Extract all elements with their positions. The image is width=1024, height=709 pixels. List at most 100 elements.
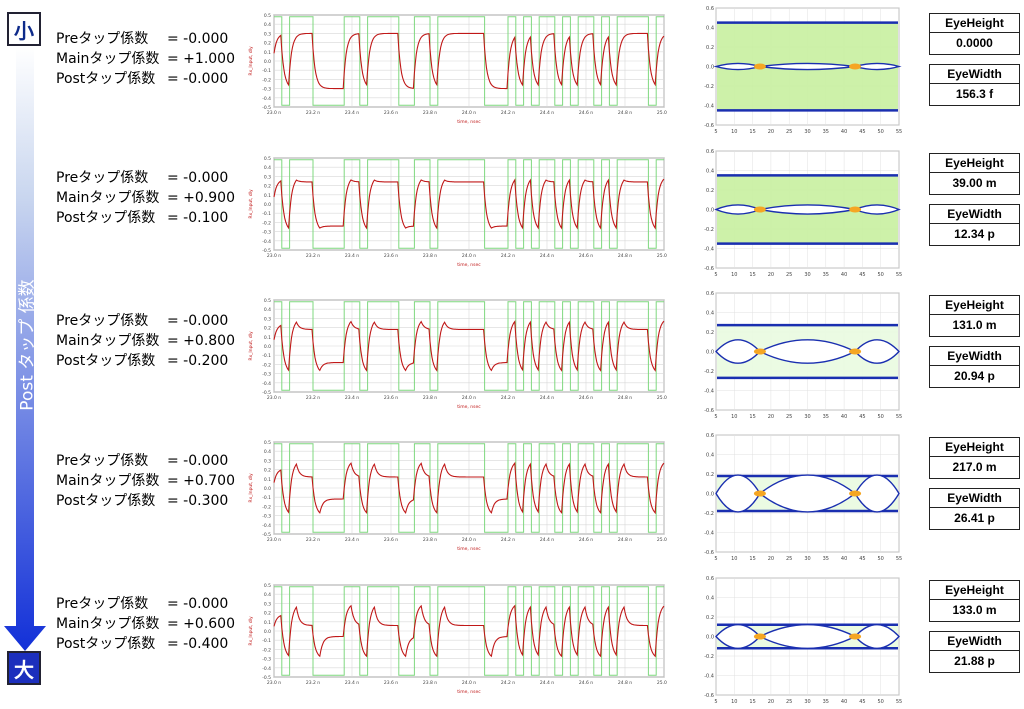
waveform-chart-4: 0.50.40.30.20.10.0-0.1-0.2-0.3-0.4-0.523… — [248, 440, 668, 552]
eye-y-tick: -0.4 — [704, 389, 714, 395]
eye-x-tick: 15 — [749, 414, 755, 420]
eye-x-tick: 20 — [768, 699, 774, 705]
eye-diagram-2: 0.6 0.4 0.2 0.0 -0.2 -0.4 -0.65 10 15 20 25 30 35 40 4… — [704, 149, 902, 278]
y-tick-label: 0.2 — [264, 41, 271, 47]
y-axis-label: Rx_Input, dly — [248, 46, 254, 76]
x-tick-label: 24.6 n — [579, 395, 593, 401]
eye-y-tick: -0.4 — [704, 247, 714, 253]
eye-x-tick: 15 — [749, 129, 755, 135]
eye-y-tick: -0.6 — [704, 693, 714, 699]
y-tick-label: 0.1 — [264, 620, 271, 626]
eye-width-box: EyeWidth 21.88 p — [929, 631, 1020, 673]
x-tick-label: 23.8 n — [423, 537, 437, 543]
eye-x-tick: 40 — [841, 272, 847, 278]
eye-crossing-hotspot — [849, 348, 862, 355]
eye-y-tick: -0.6 — [704, 408, 714, 414]
eye-height-box: EyeHeight 217.0 m — [929, 437, 1020, 479]
eye-y-tick: 0.2 — [706, 188, 714, 194]
eye-x-tick: 40 — [841, 699, 847, 705]
eye-x-tick: 10 — [731, 414, 737, 420]
eye-height-value: 131.0 m — [952, 318, 997, 332]
x-tick-label: 23.4 n — [345, 253, 359, 259]
y-tick-label: 0.2 — [264, 468, 271, 474]
eye-crossing-hotspot — [753, 206, 766, 213]
eye-crossing-hotspot — [753, 633, 766, 640]
x-tick-label: 24.0 n — [462, 253, 476, 259]
eye-x-tick: 10 — [731, 699, 737, 705]
eye-opening — [713, 62, 763, 71]
eye-height-box: EyeHeight 131.0 m — [929, 295, 1020, 337]
eye-y-tick: -0.4 — [704, 104, 714, 110]
x-tick-label: 24.2 n — [501, 680, 515, 686]
post-tap-row: Postタップ係数 = -0.200 — [56, 351, 235, 371]
eye-x-tick: 30 — [804, 272, 810, 278]
x-tick-label: 25.0 n — [657, 253, 668, 259]
eye-x-tick: 35 — [823, 699, 829, 705]
y-axis-label: Rx_Input, dly — [248, 473, 254, 503]
post-tap-label: Postタップ係数 — [56, 71, 156, 87]
y-tick-label: 0.3 — [264, 31, 271, 37]
eye-x-tick: 45 — [859, 699, 865, 705]
x-tick-label: 25.0 n — [657, 537, 668, 543]
main-tap-label: Mainタップ係数 — [56, 616, 160, 632]
post-tap-scale-arrow — [4, 46, 46, 651]
eye-y-tick: -0.4 — [704, 674, 714, 680]
eye-x-tick: 30 — [804, 699, 810, 705]
eye-y-tick: -0.2 — [704, 369, 714, 375]
x-axis-label: time, nsec — [457, 262, 481, 268]
eye-crossing-hotspot — [849, 206, 862, 213]
eye-x-tick: 25 — [786, 556, 792, 562]
x-tick-label: 24.6 n — [579, 253, 593, 259]
x-tick-label: 24.4 n — [540, 680, 554, 686]
y-tick-label: -0.2 — [262, 504, 271, 510]
pre-tap-value: = -0.000 — [167, 31, 229, 47]
main-tap-value: = +0.700 — [167, 473, 235, 489]
y-tick-label: 0.3 — [264, 174, 271, 180]
eye-height-value: 0.0000 — [956, 36, 993, 50]
eye-y-tick: -0.2 — [704, 511, 714, 517]
eye-opening — [853, 204, 901, 215]
eye-height-label: EyeHeight — [930, 154, 1019, 173]
eye-opening — [852, 62, 902, 71]
eye-x-tick: 55 — [896, 414, 902, 420]
eye-diagram-3: 0.6 0.4 0.2 0.0 -0.2 -0.4 -0.65 10 15 20 25 30 35 40 4… — [704, 291, 902, 420]
eye-y-tick: -0.2 — [704, 227, 714, 233]
eye-y-tick: 0.0 — [706, 492, 714, 498]
eye-height-value: 39.00 m — [952, 176, 997, 190]
eye-x-tick: 45 — [859, 272, 865, 278]
x-tick-label: 23.2 n — [306, 680, 320, 686]
tap-coefficients-3: Preタップ係数 = -0.000 Mainタップ係数 = +0.800 Postタップ… — [56, 311, 235, 371]
x-axis-label: time, nsec — [457, 546, 481, 552]
eye-width-box: EyeWidth 12.34 p — [929, 204, 1020, 246]
x-tick-label: 23.8 n — [423, 110, 437, 116]
x-tick-label: 23.6 n — [384, 680, 398, 686]
x-tick-label: 24.6 n — [579, 110, 593, 116]
y-tick-label: 0.1 — [264, 477, 271, 483]
eye-x-tick: 55 — [896, 272, 902, 278]
x-tick-label: 23.4 n — [345, 537, 359, 543]
eye-x-tick: 5 — [714, 556, 717, 562]
eye-height-value: 133.0 m — [952, 603, 997, 617]
eye-width-value: 156.3 f — [955, 87, 994, 101]
eye-x-tick: 20 — [768, 556, 774, 562]
eye-x-tick: 30 — [804, 556, 810, 562]
eye-x-tick: 50 — [878, 129, 884, 135]
eye-x-tick: 35 — [823, 556, 829, 562]
x-tick-label: 24.8 n — [618, 395, 632, 401]
eye-width-box: EyeWidth 156.3 f — [929, 64, 1020, 106]
eye-x-tick: 40 — [841, 414, 847, 420]
eye-y-tick: 0.6 — [706, 576, 714, 582]
x-tick-label: 24.4 n — [540, 395, 554, 401]
eye-x-tick: 25 — [786, 414, 792, 420]
eye-y-tick: 0.6 — [706, 433, 714, 439]
eye-width-label: EyeWidth — [930, 632, 1019, 651]
y-tick-label: -0.5 — [262, 248, 271, 254]
eye-width-label: EyeWidth — [930, 205, 1019, 224]
eye-crossing-hotspot — [753, 63, 766, 70]
eye-x-tick: 35 — [823, 129, 829, 135]
eye-x-tick: 50 — [878, 414, 884, 420]
received-signal-series — [273, 178, 665, 230]
y-tick-label: -0.3 — [262, 87, 271, 93]
eye-x-tick: 25 — [786, 272, 792, 278]
eye-y-tick: 0.4 — [706, 169, 714, 175]
